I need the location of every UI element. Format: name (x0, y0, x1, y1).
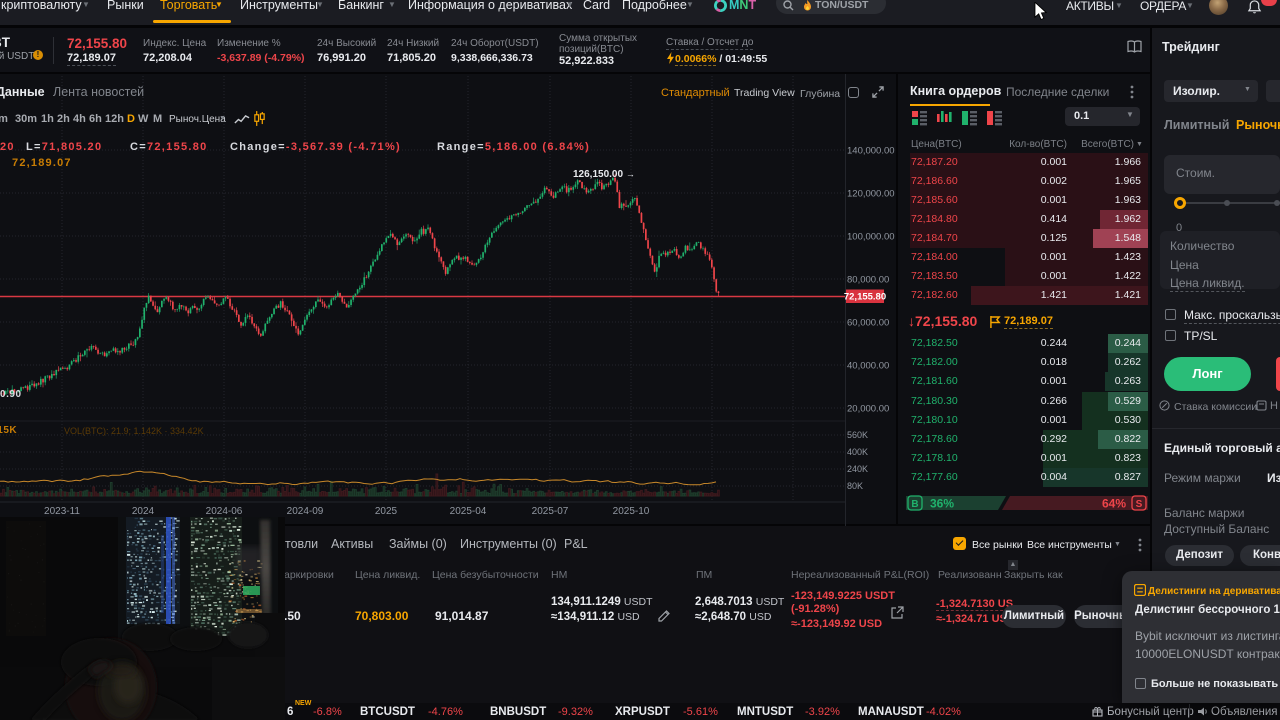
svg-text:2024: 2024 (132, 506, 155, 517)
svg-text:72,155.80: 72,155.80 (844, 292, 886, 303)
svg-text:80,000.00: 80,000.00 (847, 275, 889, 286)
svg-text:140,000.00: 140,000.00 (847, 146, 895, 157)
svg-text:120,000.00: 120,000.00 (847, 189, 895, 200)
svg-text:2025-10: 2025-10 (613, 506, 650, 517)
svg-text:2024-06: 2024-06 (206, 506, 243, 517)
svg-text:S: S (1136, 499, 1143, 510)
svg-text:2025-07: 2025-07 (532, 506, 569, 517)
svg-text:40,000.00: 40,000.00 (847, 361, 889, 372)
svg-text:60,000.00: 60,000.00 (847, 318, 889, 329)
svg-text:36%: 36% (930, 497, 954, 511)
svg-text:2025-04: 2025-04 (450, 506, 487, 517)
svg-text:560K: 560K (847, 430, 868, 440)
svg-text:80K: 80K (847, 481, 863, 491)
svg-text:64%: 64% (1102, 497, 1126, 511)
svg-text:2024-09: 2024-09 (287, 506, 324, 517)
svg-text:100,000.00: 100,000.00 (847, 232, 895, 243)
svg-text:400K: 400K (847, 447, 868, 457)
svg-text:240K: 240K (847, 464, 868, 474)
svg-text:2025: 2025 (375, 506, 398, 517)
svg-text:20,000.00: 20,000.00 (847, 404, 889, 415)
svg-text:2023-11: 2023-11 (44, 506, 80, 517)
svg-text:B: B (911, 499, 918, 510)
